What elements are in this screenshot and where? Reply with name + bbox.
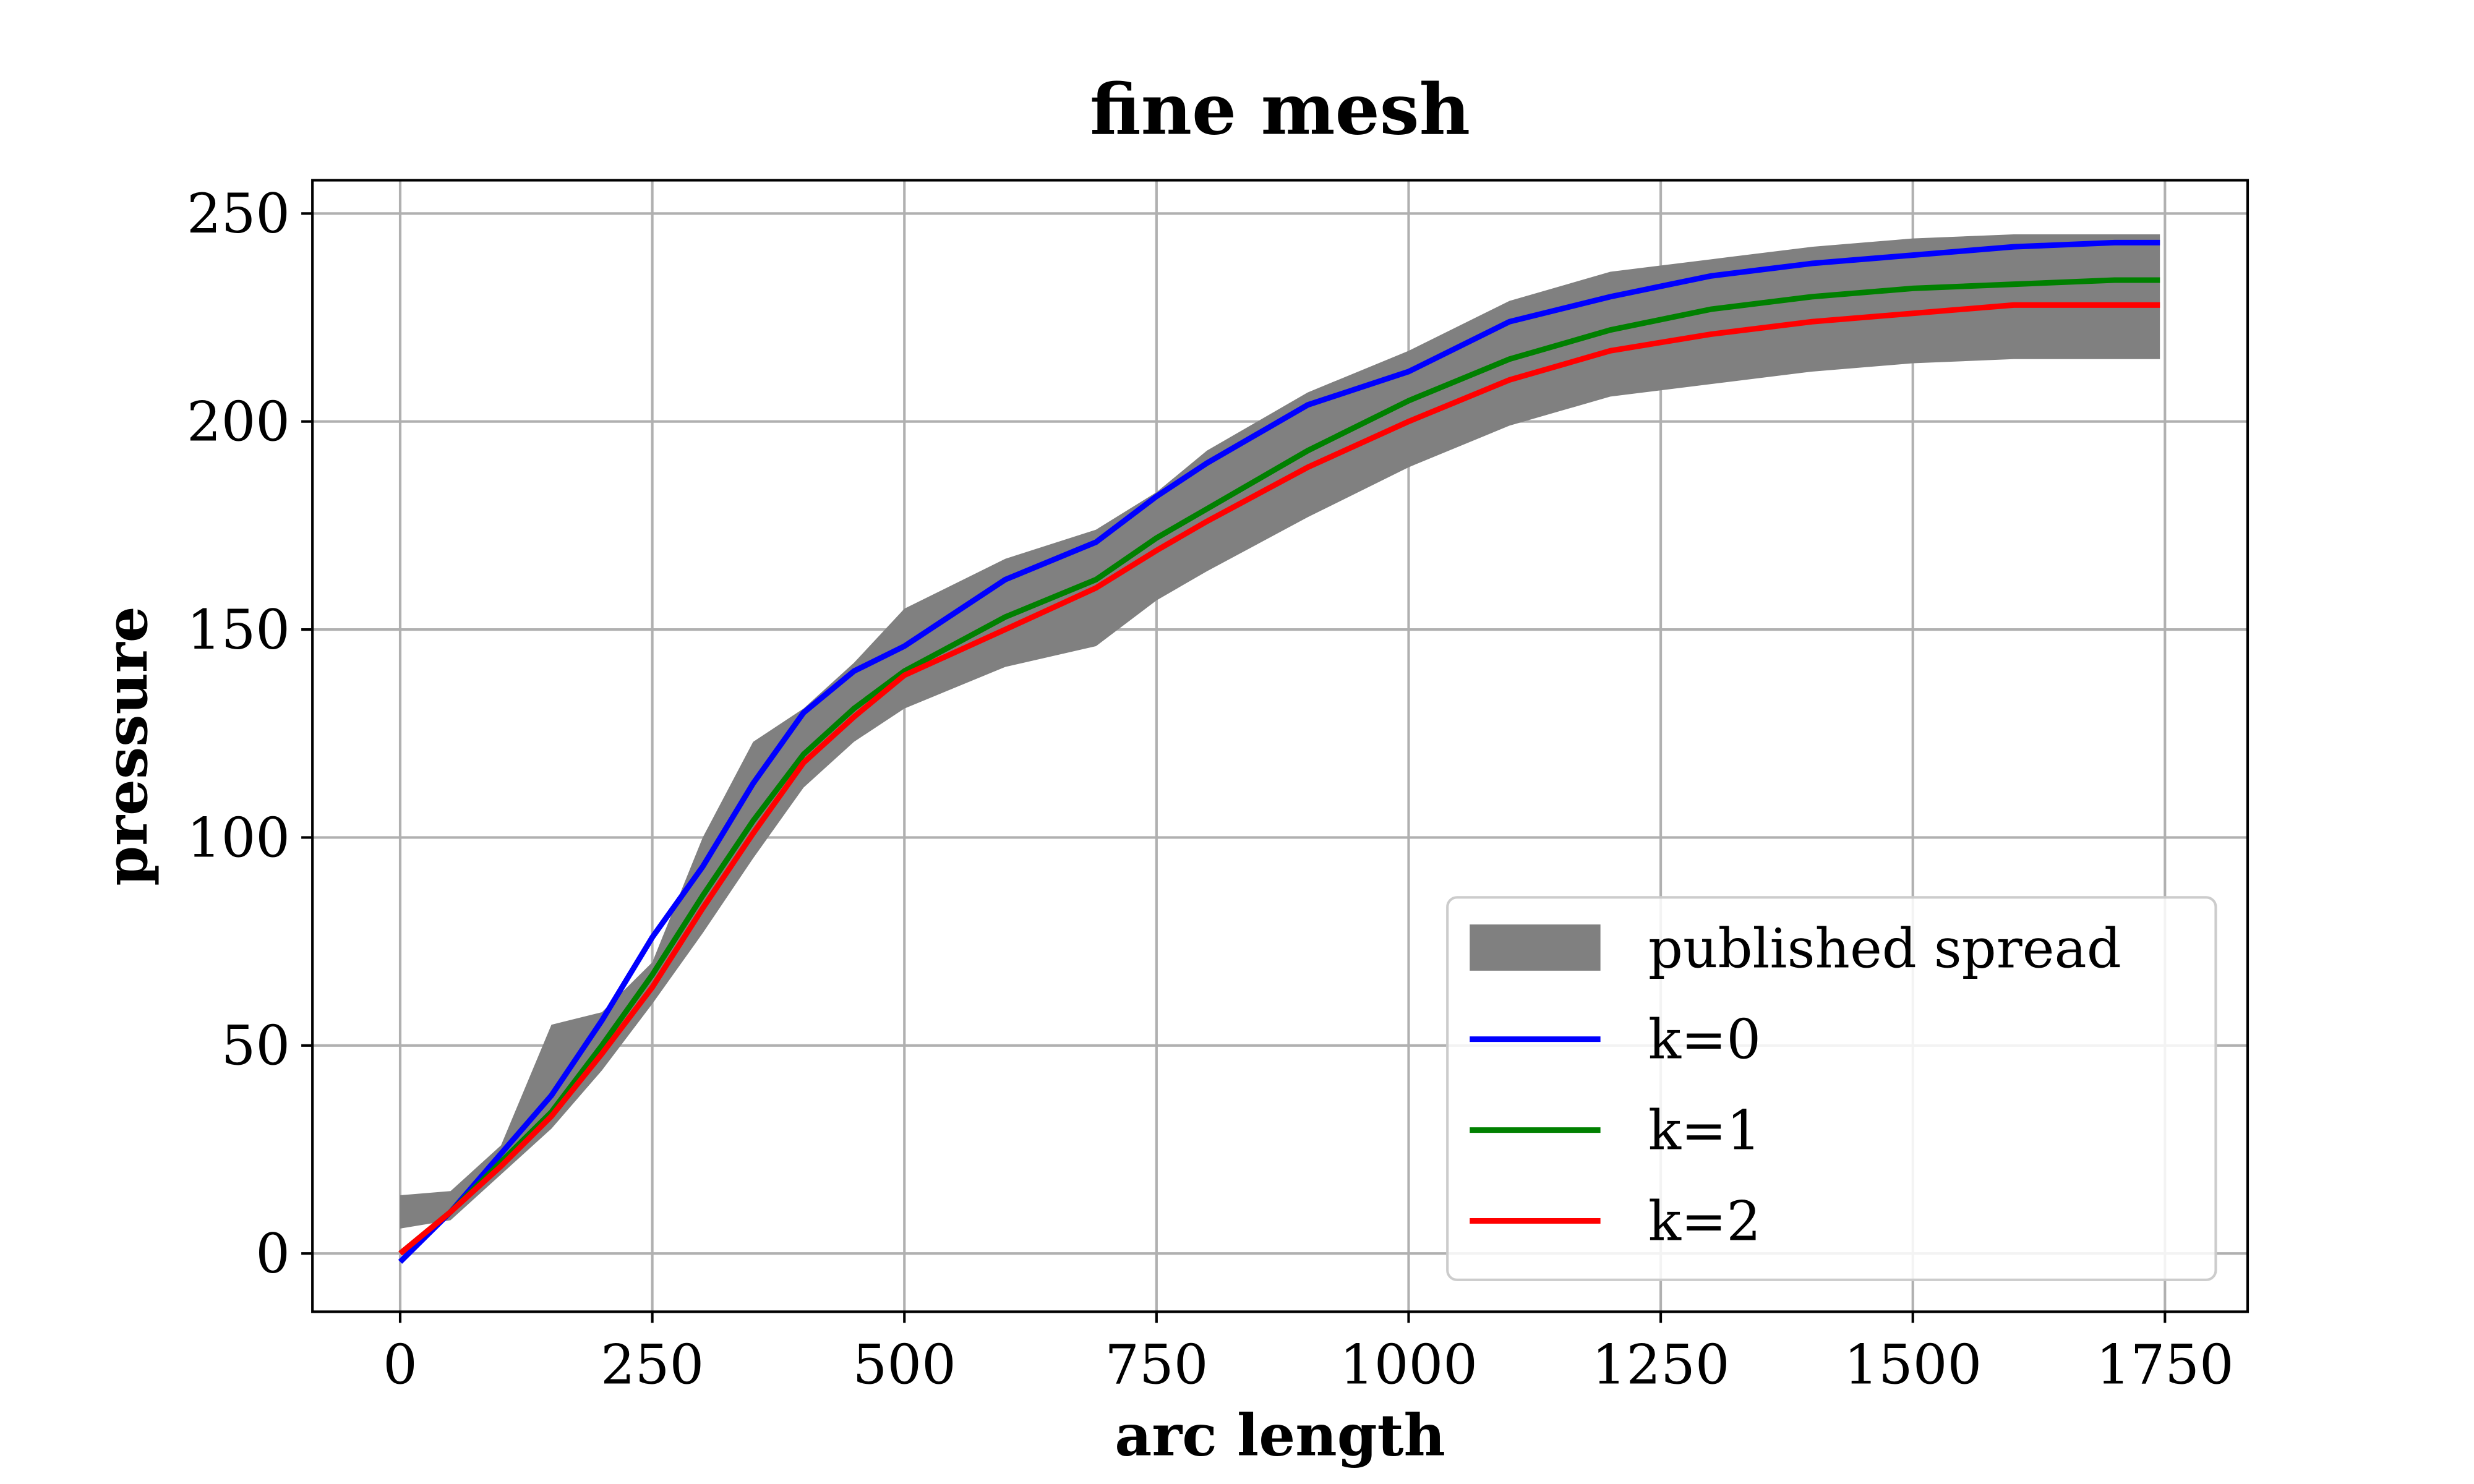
legend-label: k=1 — [1648, 1099, 1761, 1162]
x-tick-label: 1500 — [1844, 1333, 1982, 1396]
x-tick-label: 250 — [601, 1333, 704, 1396]
legend-swatch — [1470, 924, 1601, 971]
x-tick-label: 1000 — [1340, 1333, 1478, 1396]
y-axis-label: pressure — [93, 606, 160, 886]
spread-band — [400, 234, 2160, 1229]
x-axis-label: arc length — [1115, 1401, 1445, 1469]
series-line — [398, 239, 2160, 1264]
legend-label: k=2 — [1648, 1190, 1761, 1253]
y-tick-label: 0 — [255, 1222, 290, 1286]
series-line — [398, 277, 2160, 1256]
x-tick-label: 1250 — [1592, 1333, 1730, 1396]
series-line — [398, 302, 2160, 1256]
y-tick-label: 50 — [221, 1015, 290, 1078]
x-tick-label: 1750 — [2096, 1333, 2234, 1396]
x-tick-label: 0 — [383, 1333, 417, 1396]
legend-label: published spread — [1648, 918, 2121, 981]
chart-title: fine mesh — [1090, 69, 1470, 151]
y-tick-label: 150 — [187, 599, 290, 662]
legend-box — [1446, 896, 2217, 1281]
y-tick-label: 100 — [187, 806, 290, 869]
y-tick-label: 200 — [187, 391, 290, 454]
y-tick-label: 250 — [187, 182, 290, 245]
x-tick-label: 500 — [853, 1333, 956, 1396]
x-tick-label: 750 — [1105, 1333, 1208, 1396]
plot-frame — [311, 179, 2249, 1313]
legend-label: k=0 — [1648, 1009, 1761, 1072]
